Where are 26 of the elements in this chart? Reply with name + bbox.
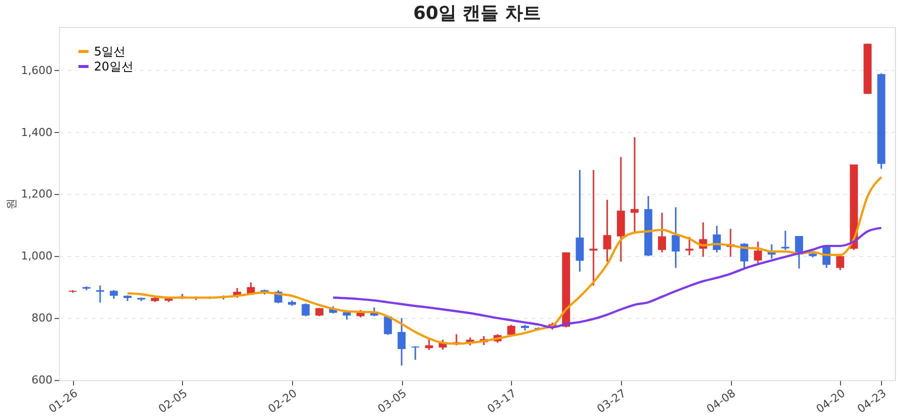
candlestick	[302, 302, 310, 317]
y-tick-label: 1,000	[21, 250, 52, 263]
candlestick	[96, 284, 104, 304]
candlestick	[425, 338, 434, 351]
y-tick-label: 1,600	[21, 64, 52, 77]
y-tick-label: 600	[32, 374, 52, 386]
line-series	[332, 226, 882, 328]
y-tick-label: 1,200	[21, 188, 52, 201]
legend-label: 20일선	[94, 60, 134, 74]
candlestick	[658, 212, 666, 254]
candlestick	[630, 136, 639, 234]
candlestick	[398, 317, 406, 366]
legend-label: 5일선	[94, 44, 126, 58]
candlestick	[781, 230, 790, 251]
y-axis-title: 원	[5, 198, 18, 210]
chart-title: 60일 캔들 차트	[413, 3, 541, 24]
candlestick	[685, 236, 694, 256]
candlestick	[754, 240, 762, 264]
candlestick	[672, 206, 680, 269]
candlestick	[411, 346, 420, 361]
candlestick	[836, 254, 844, 271]
y-tick-label: 1,400	[21, 126, 52, 139]
candlestick	[603, 199, 612, 262]
candlestick	[576, 169, 584, 272]
y-tick-label: 800	[32, 312, 52, 325]
candlestick	[589, 169, 598, 286]
